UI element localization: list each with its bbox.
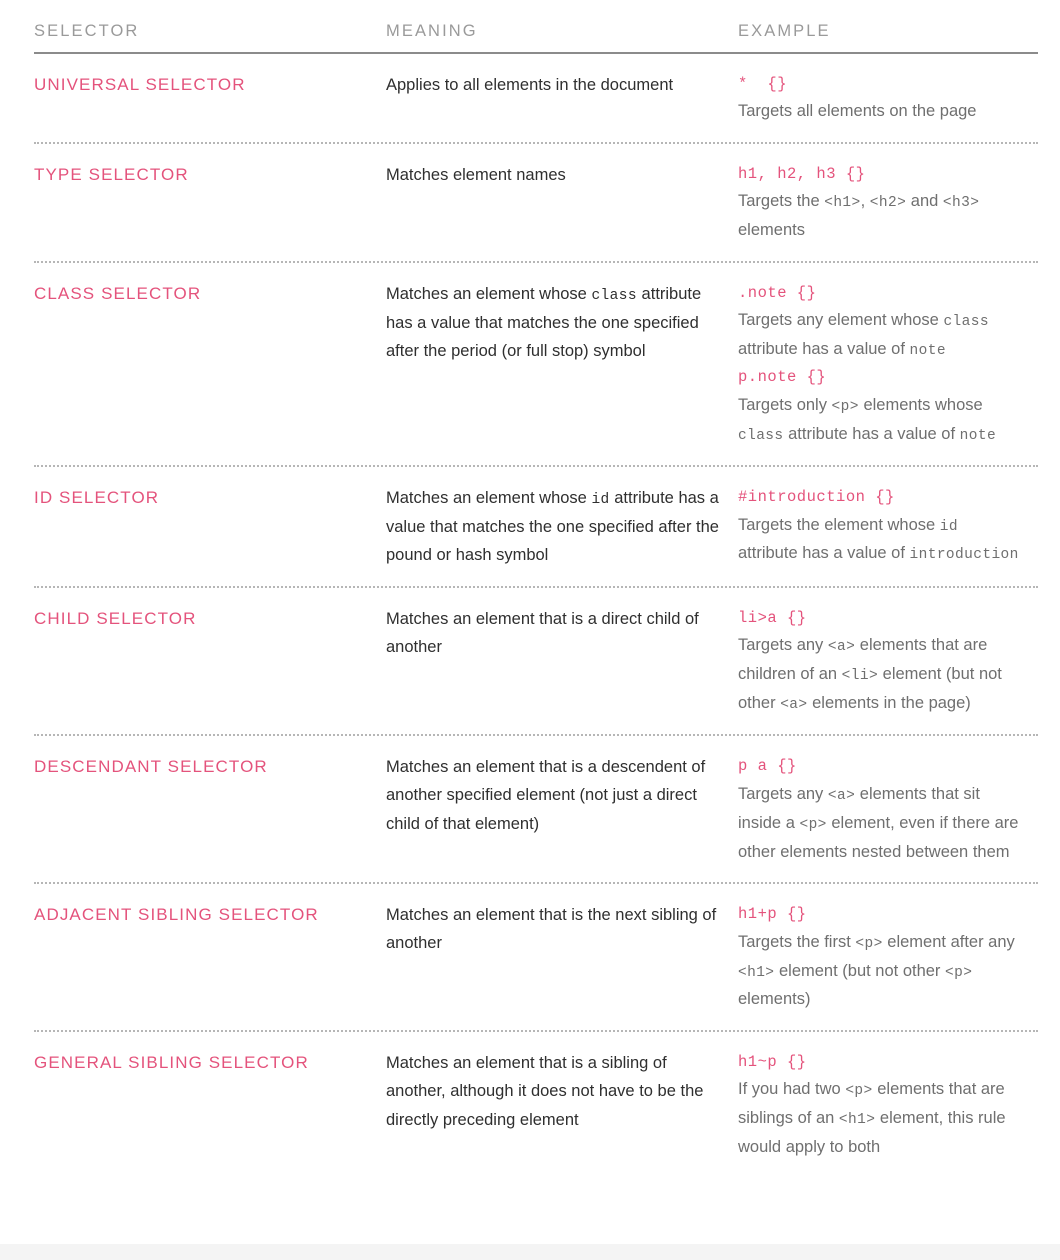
row-separator [34, 141, 1038, 144]
selector-meaning: Matches an element that is a descendent … [386, 758, 706, 833]
example-description: Targets the first <p> element after any … [738, 932, 1015, 1009]
example-description: Targets any <a> elements that are childr… [738, 636, 1002, 714]
example-code-snippet: li>a {} [738, 608, 807, 627]
selector-example: * {} Targets all elements on the page [738, 71, 1038, 126]
example-description: Targets the <h1>, <h2> and <h3> elements [738, 192, 980, 240]
column-header-example: EXAMPLE [738, 22, 831, 40]
table-row: CHILD SELECTOR Matches an element that is… [34, 588, 1038, 734]
row-separator [34, 881, 1038, 884]
example-description: Targets any <a> elements that sit inside… [738, 784, 1019, 861]
selector-example: #introduction {} Targets the element whos… [738, 484, 1038, 570]
selector-name: ID SELECTOR [34, 487, 160, 507]
table-row: ADJACENT SIBLING SELECTOR Matches an elem… [34, 884, 1038, 1030]
selector-meaning: Applies to all elements in the document [386, 75, 674, 94]
selector-name: ADJACENT SIBLING SELECTOR [34, 904, 319, 924]
example-description: Targets only <p> elements whose class at… [738, 395, 997, 444]
selector-meaning: Matches an element whose id attribute ha… [386, 488, 719, 565]
row-separator [34, 464, 1038, 467]
selector-meaning: Matches an element whose class attribute… [386, 284, 702, 361]
table-row: UNIVERSAL SELECTOR Applies to all element… [34, 54, 1038, 142]
table-row: CLASS SELECTOR Matches an element whose c… [34, 263, 1038, 465]
selector-meaning: Matches element names [386, 165, 566, 184]
example-code-snippet: h1, h2, h3 {} [738, 164, 866, 183]
row-separator [34, 734, 1038, 737]
selector-name: GENERAL SIBLING SELECTOR [34, 1052, 309, 1072]
example-description: Targets the element whose id attribute h… [738, 515, 1019, 564]
example-code-snippet: h1~p {} [738, 1052, 807, 1071]
selector-meaning: Matches an element that is a direct chil… [386, 609, 699, 656]
selector-example: .note {} Targets any element whose class … [738, 280, 1038, 449]
header-divider-rule [34, 51, 1038, 54]
selector-name: DESCENDANT SELECTOR [34, 757, 268, 777]
example-description: Targets all elements on the page [738, 102, 977, 121]
selector-example: li>a {} Targets any <a> elements that are… [738, 605, 1038, 718]
table-row: DESCENDANT SELECTOR Matches an element th… [34, 736, 1038, 882]
example-code-snippet: #introduction {} [738, 487, 895, 506]
example-code-snippet: p a {} [738, 757, 797, 776]
row-separator [34, 1029, 1038, 1032]
selector-name: TYPE SELECTOR [34, 164, 189, 184]
example-code-snippet: p.note {} [738, 368, 827, 387]
table-row: GENERAL SIBLING SELECTOR Matches an eleme… [34, 1032, 1038, 1178]
selector-meaning: Matches an element that is a sibling of … [386, 1053, 704, 1129]
table-row: TYPE SELECTOR Matches element names h1, h2… [34, 144, 1038, 261]
example-description: If you had two <p> elements that are sib… [738, 1080, 1006, 1157]
example-code-snippet: * {} [738, 74, 788, 93]
selector-example: h1+p {} Targets the first <p> element aft… [738, 901, 1038, 1014]
table-header-row: SELECTOR MEANING EXAMPLE [34, 0, 1038, 52]
example-code-snippet: .note {} [738, 283, 817, 302]
row-separator [34, 585, 1038, 588]
selector-name: CLASS SELECTOR [34, 283, 202, 303]
selector-name: UNIVERSAL SELECTOR [34, 74, 246, 94]
selector-example: p a {} Targets any <a> elements that sit … [738, 753, 1038, 866]
selector-meaning: Matches an element that is the next sibl… [386, 905, 717, 953]
selector-example: h1, h2, h3 {} Targets the <h1>, <h2> and … [738, 161, 1038, 245]
bottom-edge-band [0, 1244, 1060, 1260]
selector-example: h1~p {} If you had two <p> elements that … [738, 1049, 1038, 1162]
table-body: UNIVERSAL SELECTOR Applies to all element… [34, 54, 1038, 1178]
row-separator [34, 260, 1038, 263]
table-row: ID SELECTOR Matches an element whose id a… [34, 467, 1038, 586]
selector-name: CHILD SELECTOR [34, 608, 197, 628]
column-header-selector: SELECTOR [34, 22, 140, 40]
example-code-snippet: h1+p {} [738, 904, 807, 923]
example-description: Targets any element whose class attribut… [738, 311, 989, 360]
column-header-meaning: MEANING [386, 22, 478, 40]
